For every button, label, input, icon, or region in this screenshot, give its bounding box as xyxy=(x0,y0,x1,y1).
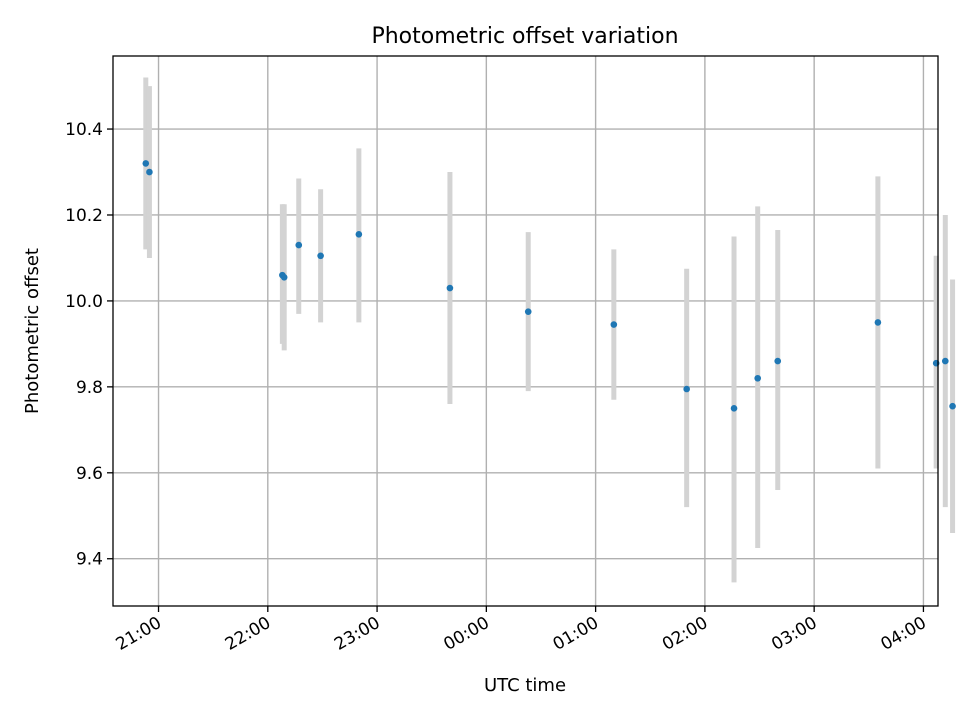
chart-title: Photometric offset variation xyxy=(371,24,678,49)
data-point xyxy=(949,402,956,410)
data-point xyxy=(874,319,882,326)
data-point xyxy=(730,405,738,412)
y-tick-label: 9.6 xyxy=(76,464,103,484)
y-tick-label: 10.4 xyxy=(65,120,103,140)
grid-lines xyxy=(113,56,938,606)
y-tick-label: 9.4 xyxy=(76,550,103,570)
x-tick-label: 00:00 xyxy=(440,613,492,655)
data-point xyxy=(446,284,454,292)
data-points xyxy=(142,160,956,412)
data-point xyxy=(610,321,618,328)
data-point xyxy=(774,357,782,365)
data-point xyxy=(941,357,949,365)
x-axis-label: UTC time xyxy=(484,675,566,696)
y-tick-label: 10.2 xyxy=(65,206,103,226)
y-axis-label: Photometric offset xyxy=(22,248,43,414)
data-point xyxy=(317,252,324,260)
plot-frame xyxy=(112,55,939,607)
data-point xyxy=(295,241,303,249)
x-tick-label: 04:00 xyxy=(877,613,929,655)
data-point xyxy=(142,160,150,167)
y-tick-label: 9.8 xyxy=(76,378,103,398)
x-tick-label: 23:00 xyxy=(331,613,383,655)
y-tick-label: 10.0 xyxy=(65,292,103,312)
x-tick-label: 21:00 xyxy=(113,613,165,655)
error-bars xyxy=(143,77,956,583)
data-point xyxy=(355,231,363,238)
x-tick-label: 22:00 xyxy=(222,613,274,655)
data-point xyxy=(683,385,690,393)
data-point xyxy=(754,374,762,382)
data-point xyxy=(524,308,532,315)
data-point xyxy=(146,168,153,176)
x-tick-label: 03:00 xyxy=(768,613,820,655)
data-point xyxy=(280,273,288,281)
x-tick-label: 01:00 xyxy=(550,613,602,655)
x-tick-label: 02:00 xyxy=(659,613,711,655)
